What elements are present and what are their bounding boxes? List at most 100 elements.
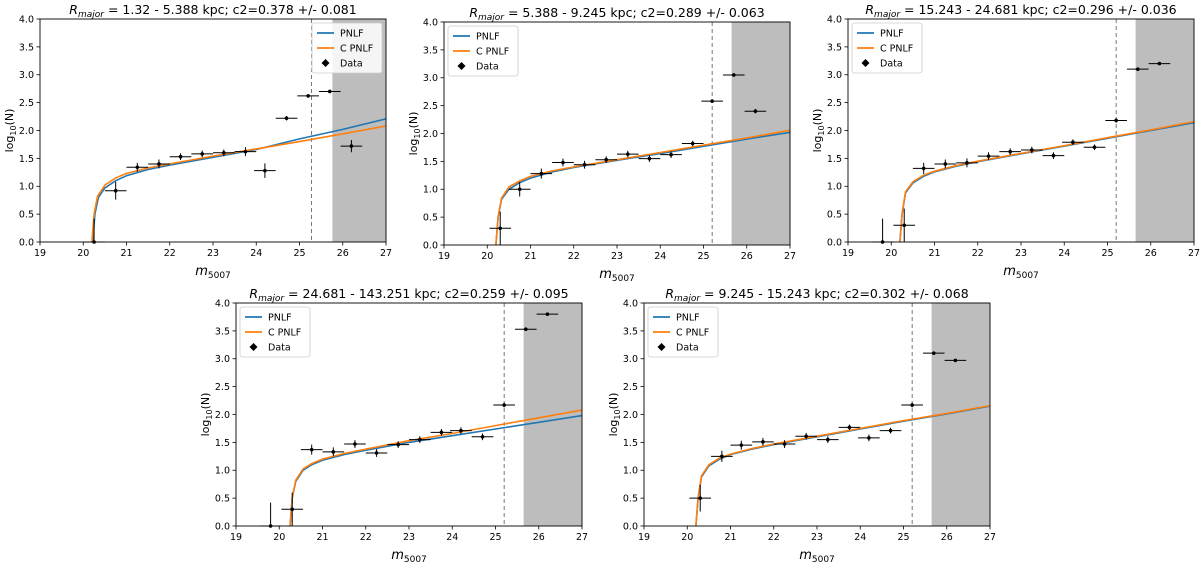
data-point-marker <box>306 94 310 98</box>
x-tick-label: 20 <box>885 248 897 259</box>
data-point <box>514 327 537 332</box>
x-tick-label: 27 <box>984 532 996 543</box>
x-tick-label: 24 <box>854 532 866 543</box>
data-point-marker <box>753 109 758 113</box>
data-point <box>1042 152 1065 159</box>
data-point <box>148 159 170 169</box>
title-subscript: major <box>258 294 285 304</box>
x-tick-label: 23 <box>1015 248 1027 259</box>
y-tick-label: 3.5 <box>623 326 638 337</box>
x-tick-label: 23 <box>207 248 219 259</box>
legend: PNLF C PNLF Data <box>851 22 923 74</box>
y-tick-label: 3.5 <box>827 42 842 53</box>
data-point <box>275 116 298 121</box>
x-label-symbol: m <box>195 264 208 279</box>
y-label-rest: (N) <box>3 109 16 126</box>
data-point <box>530 168 553 179</box>
data-point-marker <box>284 116 289 121</box>
data-point <box>573 160 596 169</box>
y-tick-label: 2.5 <box>19 98 34 109</box>
data-point-marker <box>761 440 765 444</box>
data-point-marker <box>1157 61 1162 66</box>
data-point-marker <box>243 149 248 154</box>
data-point <box>744 108 767 114</box>
x-tick-label: 21 <box>928 248 940 259</box>
y-label-rest: (N) <box>407 112 420 129</box>
data-point <box>191 150 213 158</box>
data-point <box>552 158 574 167</box>
y-tick-label: 1.5 <box>623 438 638 449</box>
data-point-marker <box>902 223 907 228</box>
data-point-marker <box>888 428 893 433</box>
x-label-symbol: m <box>599 267 612 282</box>
data-point-marker <box>439 430 444 435</box>
data-point-marker <box>349 144 354 148</box>
data-point-marker <box>480 435 485 439</box>
x-axis-label: m5007 <box>391 548 427 565</box>
x-tick-label: 26 <box>941 532 953 543</box>
legend-label: C PNLF <box>880 44 913 55</box>
data-point <box>430 428 453 436</box>
y-tick-label: 1.5 <box>215 438 230 449</box>
x-axis-label: m5007 <box>1003 264 1039 281</box>
legend-label: PNLF <box>880 29 904 40</box>
legend: PNLF C PNLF Data <box>647 306 719 358</box>
x-tick-label: 25 <box>697 251 709 262</box>
y-tick-label: 0.0 <box>19 237 34 248</box>
chart-panel-bottom-left: 19 20 21 22 23 24 25 26 27 0.0 0.5 1.0 1.5 2.0 2.5 3.0 3… <box>196 284 588 569</box>
data-point-marker <box>1092 145 1097 150</box>
y-label-text: log <box>199 420 212 437</box>
legend-label: PNLF <box>340 29 364 40</box>
y-tick-label: 0.0 <box>215 521 230 532</box>
data-point-marker <box>739 443 744 447</box>
y-tick-label: 2.5 <box>827 98 842 109</box>
x-tick-label: 22 <box>972 248 984 259</box>
x-tick-label: 27 <box>784 251 796 262</box>
data-point-marker <box>113 188 118 193</box>
data-point <box>1105 118 1127 123</box>
legend-data-marker <box>249 343 258 351</box>
data-point <box>838 424 861 431</box>
data-point-marker <box>1071 140 1075 145</box>
x-label-subscript: 5007 <box>208 271 231 281</box>
data-point <box>322 447 345 457</box>
data-point-marker <box>1008 149 1012 154</box>
data-point-marker <box>910 403 914 407</box>
data-point-marker <box>826 437 830 442</box>
y-axis-label: log10(N) <box>607 393 622 437</box>
data-point <box>977 152 1000 161</box>
y-tick-label: 0.0 <box>827 237 842 248</box>
data-point-marker <box>690 141 695 146</box>
legend-box <box>851 22 923 74</box>
legend-label: Data <box>340 59 363 70</box>
pnlf-curve <box>92 118 386 242</box>
y-tick-label: 4.0 <box>19 14 34 25</box>
data-point <box>234 147 257 157</box>
x-label-symbol: m <box>1003 264 1016 279</box>
chart-svg: 19 20 21 22 23 24 25 26 27 0.0 0.5 1.0 1.5 2.0 2.5 3.0 3… <box>811 2 1200 281</box>
data-point <box>773 440 796 448</box>
y-tick-label: 2.0 <box>623 410 638 421</box>
y-label-rest: (N) <box>607 393 620 410</box>
data-point <box>104 181 127 200</box>
legend: PNLF C PNLF Data <box>447 25 519 77</box>
data-point <box>1126 67 1149 71</box>
y-tick-label: 4.0 <box>215 298 230 309</box>
data-point <box>340 139 363 153</box>
y-tick-label: 3.0 <box>215 354 230 365</box>
data-point-marker <box>222 151 226 155</box>
data-point <box>489 211 512 245</box>
data-point-marker <box>157 162 161 166</box>
data-point-marker <box>502 403 506 407</box>
legend-label: Data <box>676 343 699 354</box>
title-symbol: R <box>665 286 674 301</box>
y-tick-label: 1.5 <box>19 154 34 165</box>
data-point <box>409 436 431 443</box>
data-point-marker <box>1030 148 1034 152</box>
x-label-symbol: m <box>799 548 812 563</box>
data-point <box>999 148 1021 156</box>
data-point <box>711 450 733 462</box>
x-label-subscript: 5007 <box>612 274 635 284</box>
data-point-marker <box>986 154 991 158</box>
x-tick-label: 25 <box>897 532 909 543</box>
